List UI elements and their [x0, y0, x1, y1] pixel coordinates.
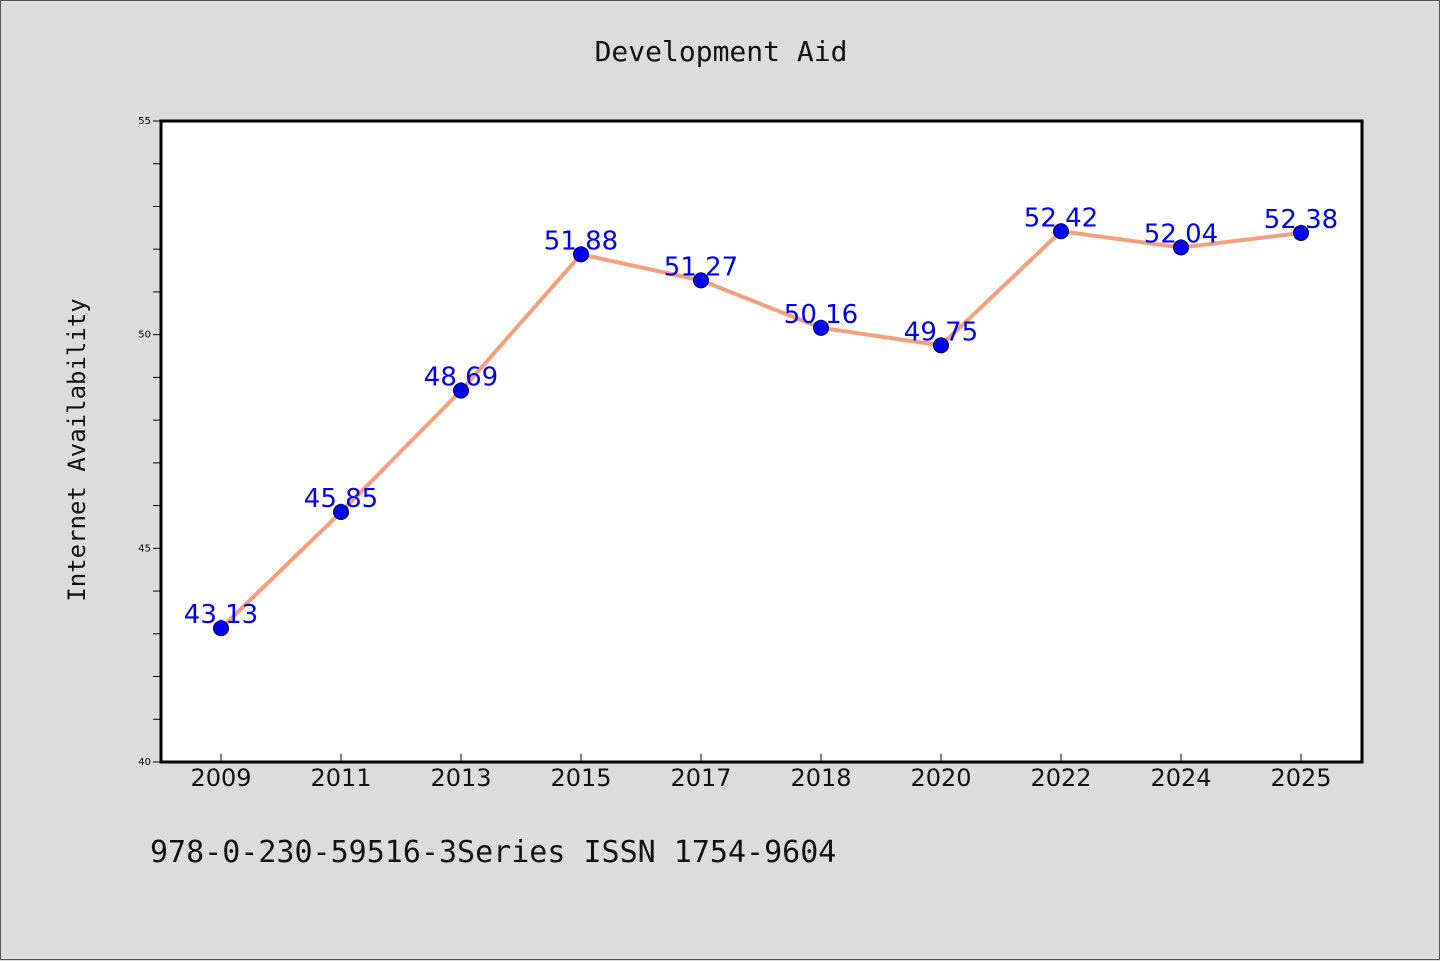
y-tick-label: 50	[138, 330, 151, 341]
data-label: 43.13	[184, 600, 258, 630]
x-tick-label: 2024	[1150, 764, 1211, 792]
y-tick-label: 40	[138, 757, 151, 768]
footer-note: 978-0-230-59516-3Series ISSN 1754-9604	[150, 835, 837, 870]
chart-title: Development Aid	[594, 35, 848, 68]
data-label: 45.85	[304, 484, 378, 514]
x-tick-label: 2020	[910, 764, 971, 792]
x-tick-label: 2013	[430, 764, 491, 792]
data-label: 52.04	[1144, 219, 1218, 249]
data-point	[1293, 224, 1309, 241]
data-point	[693, 272, 709, 289]
x-tick-label: 2015	[550, 764, 611, 792]
x-tick-label: 2011	[310, 764, 371, 792]
series-line	[219, 229, 1303, 631]
x-axis: 2009 2011 2013 2015 2017 2018 2020 2022 2024 2025	[190, 754, 1332, 792]
x-tick-label: 2022	[1030, 764, 1091, 792]
data-point	[813, 319, 829, 336]
data-label: 49.75	[904, 317, 978, 347]
x-tick-label: 2009	[190, 764, 251, 792]
series-layer: 43.13 45.85 48.69 51.88 51.27 50.16 49.75 52.42…	[184, 203, 1338, 637]
data-point	[333, 504, 349, 521]
data-point	[213, 620, 229, 637]
plot-area	[159, 119, 1364, 764]
data-point	[573, 246, 589, 263]
data-label: 50.16	[784, 300, 858, 330]
y-tick-label: 45	[138, 543, 151, 554]
data-label: 52.42	[1024, 203, 1098, 233]
y-axis: 40 45 50 55	[138, 116, 161, 768]
y-axis-label: Internet Availability	[63, 298, 91, 602]
x-tick-label: 2017	[670, 764, 731, 792]
y-tick-label: 55	[138, 116, 151, 127]
data-label: 51.27	[664, 252, 738, 282]
data-label: 48.69	[424, 363, 498, 393]
data-label: 52.38	[1264, 205, 1338, 235]
x-tick-label: 2025	[1270, 764, 1331, 792]
data-point	[453, 382, 469, 399]
data-label: 51.88	[544, 226, 618, 256]
data-point	[933, 337, 949, 354]
data-point	[1053, 223, 1069, 240]
data-point	[1173, 239, 1189, 256]
x-tick-label: 2018	[790, 764, 851, 792]
